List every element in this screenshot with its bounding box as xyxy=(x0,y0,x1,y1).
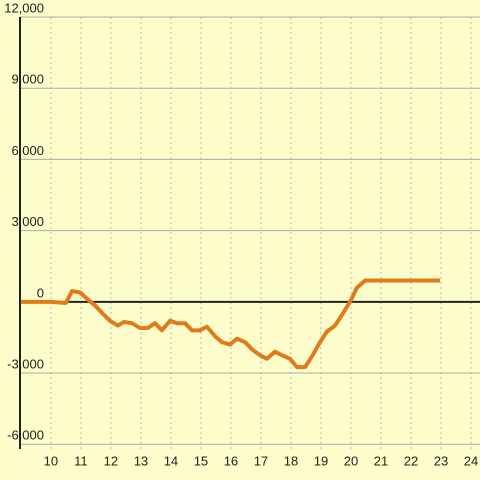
y-tick-label: 3,000 xyxy=(11,214,44,229)
x-tick-label: 12 xyxy=(104,453,118,468)
y-tick-label: -3,000 xyxy=(7,356,44,371)
x-tick-label: 16 xyxy=(224,453,238,468)
x-tick-label: 23 xyxy=(434,453,448,468)
x-tick-label: 24 xyxy=(464,453,478,468)
x-tick-label: 21 xyxy=(374,453,388,468)
y-tick-label: 9,000 xyxy=(11,72,44,87)
x-tick-label: 15 xyxy=(194,453,208,468)
x-tick-label: 17 xyxy=(254,453,268,468)
x-tick-label: 10 xyxy=(44,453,58,468)
line-series xyxy=(20,278,441,370)
x-tick-label: 14 xyxy=(164,453,178,468)
x-tick-label: 19 xyxy=(314,453,328,468)
x-tick-label: 18 xyxy=(284,453,298,468)
x-tick-label: 13 xyxy=(134,453,148,468)
x-tick-label: 20 xyxy=(344,453,358,468)
y-tick-label: 6,000 xyxy=(11,143,44,158)
y-tick-label: 12,000 xyxy=(4,0,44,15)
x-tick-label: 11 xyxy=(74,453,88,468)
x-tick-label: 22 xyxy=(404,453,418,468)
y-tick-label: -6,000 xyxy=(7,428,44,443)
y-tick-label: 0 xyxy=(37,285,44,300)
